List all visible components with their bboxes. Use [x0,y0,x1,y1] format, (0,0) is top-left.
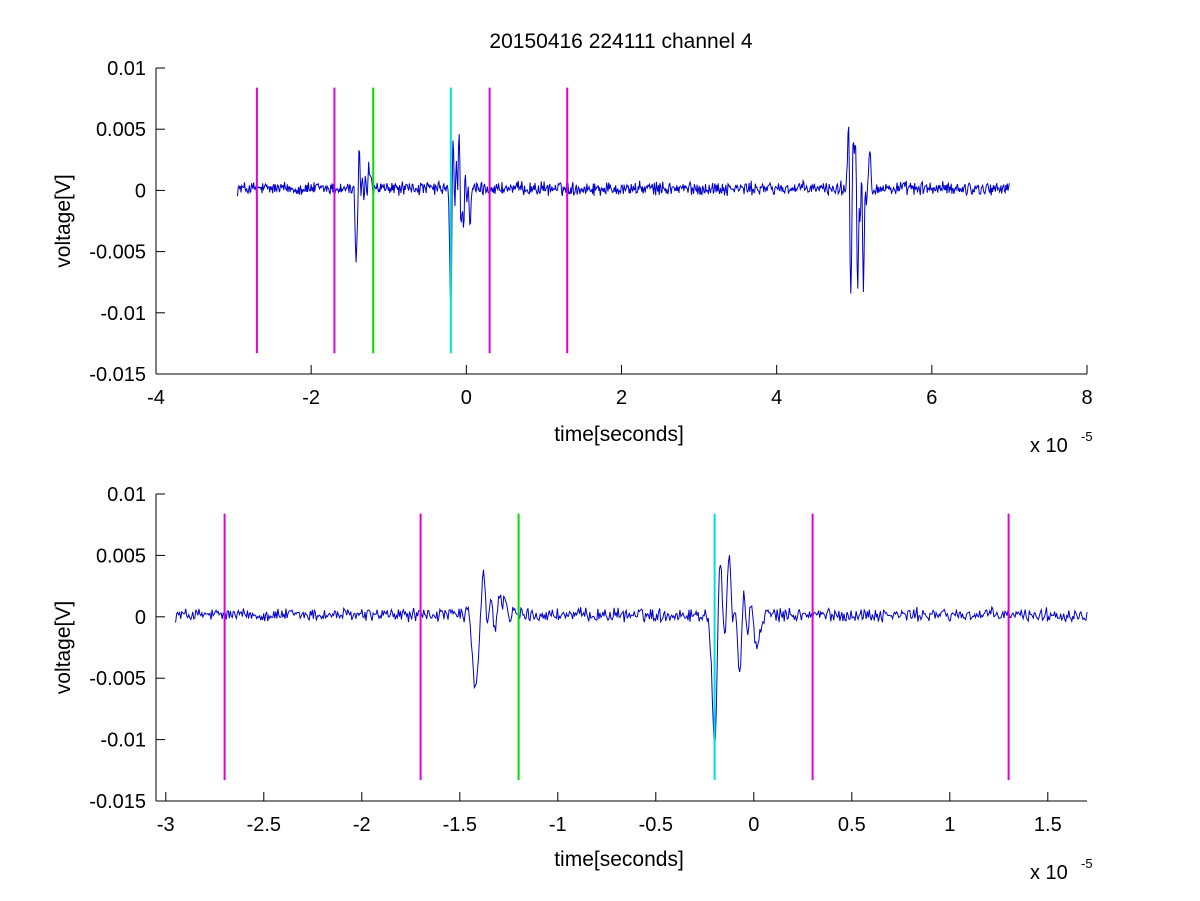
signal-trace [175,555,1088,746]
y-tick-label: -0.015 [89,791,146,813]
y-tick-label: -0.015 [89,364,146,386]
chart-title: 20150416 224111 channel 4 [489,30,752,53]
x-tick-label: 2 [616,387,627,409]
y-tick-label: -0.005 [89,668,146,690]
x-tick-label: 0 [748,814,759,836]
x-tick-label: 1.5 [1034,814,1062,836]
x-tick-label: -1 [549,814,567,836]
y-tick-label: 0.005 [96,119,146,141]
signal-trace [237,126,1010,315]
y-axis-label: voltage[V] [52,174,75,267]
x-axis-exponent: x 10 [1030,862,1068,884]
x-tick-label: 6 [926,387,937,409]
x-tick-label: 8 [1081,387,1092,409]
x-tick-label: 1 [944,814,955,836]
x-axis-exponent-power: -5 [1081,429,1093,444]
x-axis-exponent-power: -5 [1081,856,1093,871]
x-tick-label: -2 [302,387,320,409]
top-plot: -4 -2 0 2 4 6 8 -0.015 -0.01 -0.005 0 0.005 0.01 time… [52,58,1093,457]
x-tick-label: -1.5 [443,814,477,836]
y-tick-label: -0.01 [100,303,146,325]
x-axis-exponent: x 10 [1030,435,1068,457]
y-tick-label: 0 [135,607,146,629]
y-tick-label: -0.005 [89,242,146,264]
y-tick-label: 0.005 [96,545,146,567]
x-tick-label: 0.5 [838,814,866,836]
x-tick-label: 0 [461,387,472,409]
y-tick-label: 0 [135,180,146,202]
x-tick-label: -2.5 [247,814,281,836]
y-tick-label: 0.01 [107,484,146,506]
x-tick-label: -4 [147,387,165,409]
x-tick-label: -2 [353,814,371,836]
x-axis-label: time[seconds] [554,423,684,446]
bottom-plot: -3 -2.5 -2 -1.5 -1 -0.5 0 0.5 1 1.5 -0.015 -0.01 -0.… [52,484,1093,884]
x-tick-label: -3 [157,814,175,836]
x-axis-label: time[seconds] [554,848,684,871]
x-tick-label: 4 [771,387,782,409]
y-axis-label: voltage[V] [52,601,75,694]
y-tick-label: 0.01 [107,58,146,80]
x-tick-label: -0.5 [639,814,673,836]
y-tick-label: -0.01 [100,730,146,752]
